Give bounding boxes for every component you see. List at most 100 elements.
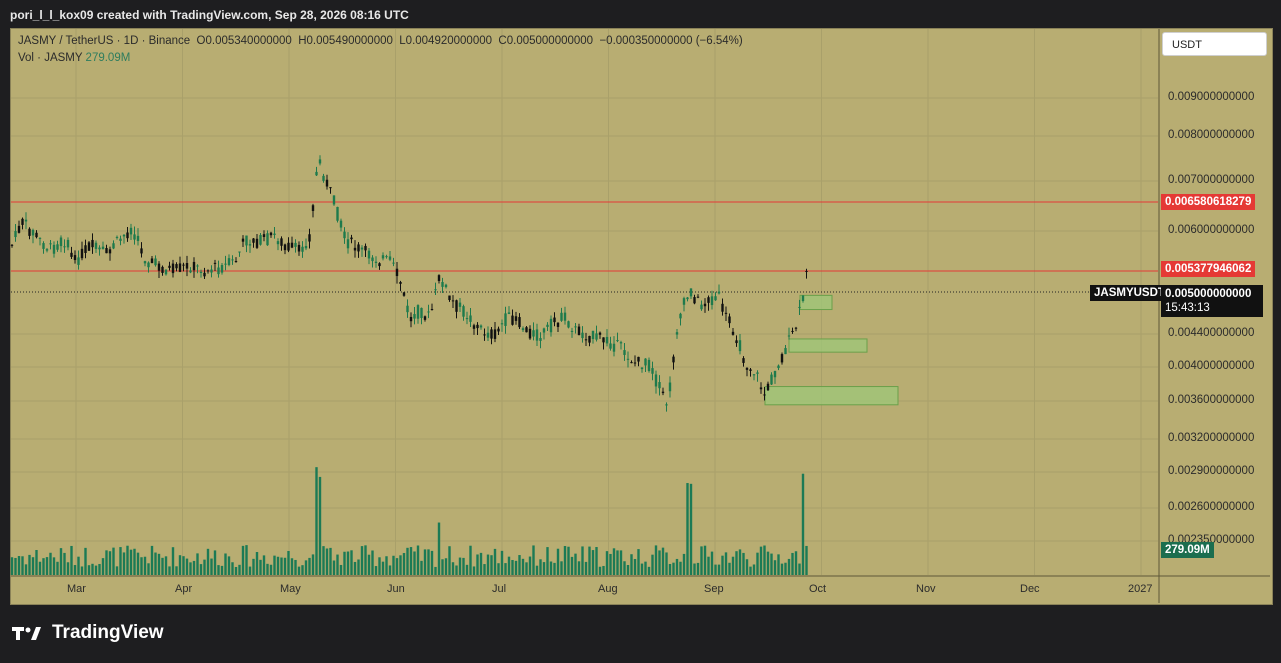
volume-bar [199, 564, 203, 575]
candle-body [14, 231, 17, 238]
volume-bar [385, 556, 388, 575]
candle-body [318, 159, 322, 164]
volume-bar [479, 552, 483, 575]
candle-body [367, 250, 371, 259]
volume-bar [567, 546, 570, 575]
close-value: C0.005000000000 [498, 35, 594, 47]
low-value: L0.004920000000 [399, 35, 493, 47]
volume-bar [49, 552, 52, 575]
candle-body [798, 306, 801, 308]
volume-bar [626, 564, 630, 575]
last-price-badge: 0.005000000000 15:43:13 [1161, 285, 1263, 317]
candle-body [105, 248, 108, 254]
candle-body [311, 205, 315, 211]
candle-body [325, 179, 329, 187]
candle-body [759, 387, 763, 390]
x-tick-label: Jul [492, 583, 507, 595]
candle-body [731, 331, 735, 335]
candle-body [378, 263, 381, 267]
volume-bar [157, 553, 161, 575]
candle-body [252, 238, 255, 243]
volume-bar [395, 558, 399, 575]
volume-bar [227, 556, 231, 575]
candle-body [766, 383, 770, 391]
volume-bar [297, 566, 301, 575]
candle-body [605, 336, 609, 344]
candle-body [560, 312, 563, 321]
candle-body [308, 234, 311, 242]
candle-body [94, 242, 98, 249]
candle-body [115, 236, 119, 238]
candle-body [791, 330, 794, 332]
candle-body [52, 244, 56, 254]
candle-body [448, 295, 451, 301]
y-tick-label: 0.004000000000 [1168, 360, 1255, 372]
volume-bar [633, 558, 637, 575]
volume-bar [472, 566, 476, 575]
candle-body [679, 313, 682, 319]
candle-body [31, 229, 35, 236]
volume-bar [413, 551, 416, 575]
candle-body [518, 317, 521, 328]
volume-bar [220, 565, 224, 575]
volume-bar [553, 562, 556, 575]
volume-bar [231, 562, 234, 575]
volume-bar [10, 557, 14, 575]
volume-bar [469, 545, 472, 575]
volume-bar [539, 559, 542, 575]
volume-bar [318, 476, 322, 575]
volume-bar [500, 550, 504, 575]
candle-body [175, 264, 178, 269]
volume-bar [581, 546, 584, 575]
candle-body [651, 368, 654, 374]
candle-body [710, 296, 714, 306]
y-tick-label: 0.009000000000 [1168, 91, 1255, 103]
chart-frame[interactable] [10, 28, 1273, 605]
candle-body [339, 220, 343, 228]
candle-body [742, 358, 745, 363]
candle-body [479, 325, 483, 328]
candle-body [385, 256, 388, 258]
volume-bar [497, 563, 500, 575]
volume-bar [35, 549, 38, 575]
candle-body [220, 265, 224, 273]
volume-bar [717, 564, 721, 575]
candle-body [696, 296, 700, 298]
volume-bar [140, 557, 143, 575]
volume-bar [518, 555, 521, 575]
candle-body [402, 292, 406, 296]
candle-body [567, 321, 570, 328]
candle-body [570, 330, 574, 332]
change-value: −0.000350000000 (−6.54%) [599, 35, 743, 47]
candle-body [374, 261, 378, 263]
currency-selector[interactable]: USDT [1162, 32, 1267, 56]
volume-bar [52, 557, 56, 575]
volume-bar [532, 545, 535, 575]
candle-body [637, 356, 640, 362]
candle-body [192, 261, 196, 271]
volume-bar [773, 560, 777, 575]
volume-bar [350, 550, 353, 575]
candle-body [553, 317, 556, 323]
candle-body [451, 300, 455, 302]
tradingview-logo[interactable]: TradingView [12, 622, 164, 644]
volume-bar [794, 551, 798, 575]
candle-body [735, 340, 738, 344]
candle-body [259, 234, 262, 245]
candle-body [483, 334, 486, 336]
volume-bar [63, 552, 66, 575]
volume-bar [108, 551, 112, 575]
candle-body [654, 374, 658, 387]
candle-body [427, 311, 430, 313]
volume-bar [427, 549, 430, 575]
volume-bar [346, 551, 350, 575]
volume-bar [420, 560, 423, 575]
candle-body [38, 237, 42, 239]
candle-body [203, 272, 206, 277]
volume-bar [766, 551, 770, 575]
volume-bar [511, 560, 514, 575]
volume-bar [721, 555, 724, 575]
volume-bar [248, 566, 252, 575]
volume-bar [357, 559, 360, 575]
